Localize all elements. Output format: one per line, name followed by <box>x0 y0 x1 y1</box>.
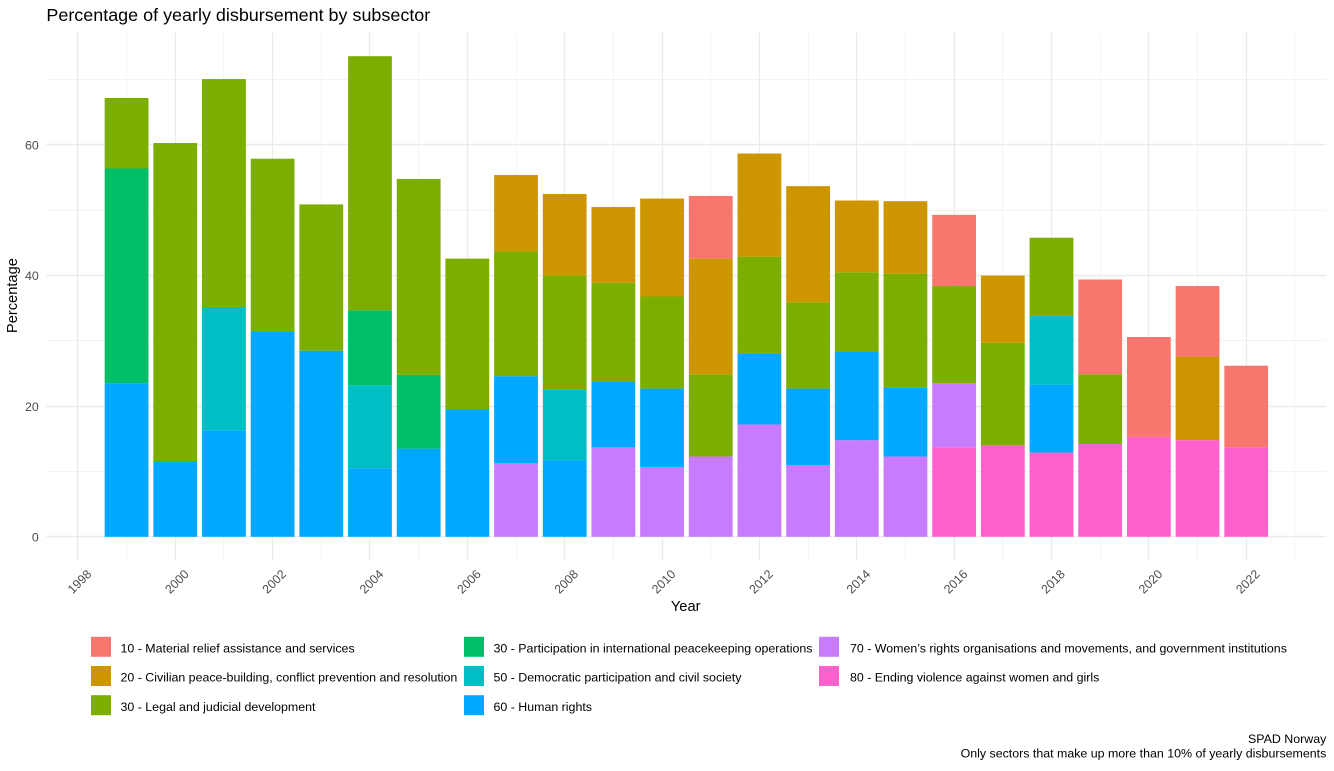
svg-text:20 - Civilian peace-building,: 20 - Civilian peace-building, conflict p… <box>121 671 458 685</box>
svg-text:SPAD Norway: SPAD Norway <box>1248 732 1327 746</box>
svg-text:70 - Women’s rights organisati: 70 - Women’s rights organisations and mo… <box>850 642 1287 656</box>
svg-text:40: 40 <box>25 269 39 283</box>
svg-text:20: 20 <box>25 400 39 414</box>
svg-text:Percentage: Percentage <box>5 258 21 333</box>
svg-text:50 - Democratic participation: 50 - Democratic participation and civil … <box>494 671 743 685</box>
svg-text:60: 60 <box>25 139 39 153</box>
svg-text:30 - Participation in internat: 30 - Participation in international peac… <box>494 642 813 656</box>
svg-text:30 - Legal and judicial develo: 30 - Legal and judicial development <box>121 700 316 714</box>
svg-text:Only sectors that make up more: Only sectors that make up more than 10% … <box>961 746 1327 760</box>
svg-text:80 - Ending violence against w: 80 - Ending violence against women and g… <box>850 671 1099 685</box>
svg-text:Percentage of yearly disbursem: Percentage of yearly disbursement by sub… <box>46 5 430 25</box>
svg-text:60 - Human rights: 60 - Human rights <box>494 700 592 714</box>
svg-text:10 - Material relief assistanc: 10 - Material relief assistance and serv… <box>121 642 355 656</box>
svg-text:0: 0 <box>32 530 39 544</box>
svg-text:Year: Year <box>671 599 701 615</box>
